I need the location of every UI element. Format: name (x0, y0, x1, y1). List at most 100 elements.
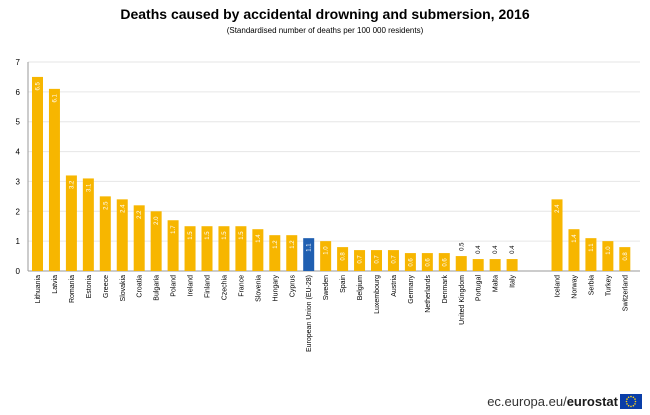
category-label: France (238, 275, 245, 297)
bar (150, 211, 162, 271)
value-label: 0.8 (623, 252, 629, 261)
value-label: 0.6 (408, 258, 414, 267)
bar (286, 235, 298, 271)
category-label: Lithuania (35, 275, 42, 304)
value-label: 1.5 (188, 231, 194, 240)
category-label: Norway (571, 275, 578, 299)
bar (65, 175, 77, 271)
y-tick-label: 3 (16, 177, 21, 186)
value-label: 0.5 (459, 242, 465, 251)
bar (506, 259, 518, 271)
category-label: Cyprus (289, 275, 296, 298)
category-label: Slovakia (120, 275, 127, 302)
bar (568, 229, 580, 271)
y-tick-label: 0 (16, 267, 21, 276)
category-label: Switzerland (622, 275, 629, 311)
bar (602, 241, 614, 271)
category-label: Romania (69, 275, 76, 303)
bar (116, 199, 128, 271)
category-label: European Union (EU-28) (306, 275, 313, 352)
category-label: Spain (340, 275, 347, 293)
value-label: 1.4 (572, 234, 578, 243)
bar (184, 226, 196, 271)
category-label: Italy (510, 275, 517, 288)
value-label: 0.4 (476, 245, 482, 254)
value-label: 3.2 (69, 180, 75, 189)
source-brand: eurostat (566, 393, 618, 409)
y-tick-label: 6 (16, 88, 21, 97)
bar (472, 259, 484, 271)
bar (218, 226, 230, 271)
value-label: 2.4 (555, 204, 561, 213)
value-label: 0.4 (493, 245, 499, 254)
bar (455, 256, 467, 271)
bar (551, 199, 563, 271)
category-label: Czechia (221, 275, 228, 300)
bar (82, 178, 94, 271)
value-label: 1.0 (606, 246, 612, 255)
category-label: Malta (493, 275, 500, 292)
bar (337, 247, 349, 271)
value-label: 1.2 (273, 240, 279, 249)
bar (619, 247, 631, 271)
bar (269, 235, 281, 271)
category-label: Ireland (188, 275, 195, 297)
value-label: 1.5 (239, 231, 245, 240)
bar (387, 250, 399, 271)
chart-title: Deaths caused by accidental drowning and… (120, 6, 530, 22)
bar (585, 238, 597, 271)
category-label: Turkey (605, 275, 612, 297)
y-tick-label: 4 (16, 148, 21, 157)
eu-flag-icon (620, 393, 642, 409)
category-label: Poland (171, 275, 178, 297)
category-label: Netherlands (425, 275, 432, 313)
bar (303, 238, 315, 271)
value-label: 0.7 (391, 255, 397, 264)
bar (235, 226, 247, 271)
bar (32, 76, 43, 271)
bar (421, 253, 433, 271)
value-label: 0.8 (341, 252, 347, 261)
source-prefix: ec.europa.eu/ (487, 393, 567, 409)
value-label: 1.4 (256, 234, 262, 243)
category-label: Iceland (555, 275, 562, 298)
category-label: Austria (391, 275, 398, 297)
value-label: 1.1 (589, 243, 595, 252)
value-label: 1.0 (324, 246, 330, 255)
category-label: Finland (205, 275, 212, 298)
bar (201, 226, 213, 271)
category-label: United Kingdom (459, 275, 466, 325)
value-label: 6.5 (36, 81, 42, 90)
bar (252, 229, 264, 271)
value-label: 0.4 (510, 245, 516, 254)
y-tick-label: 1 (16, 237, 21, 246)
value-label: 2.2 (137, 210, 143, 219)
value-label: 0.7 (375, 255, 381, 264)
value-label: 1.5 (222, 231, 228, 240)
y-tick-label: 5 (16, 118, 21, 127)
value-label: 1.2 (290, 240, 296, 249)
value-label: 2.4 (120, 204, 126, 213)
bar (489, 259, 501, 271)
category-label: Portugal (476, 275, 483, 302)
bar (99, 196, 111, 271)
category-label: Belgium (357, 275, 364, 300)
category-label: Serbia (588, 275, 595, 295)
category-label: Greece (103, 275, 110, 298)
chart-subtitle: (Standardised number of deaths per 100 0… (226, 26, 424, 35)
value-label: 1.7 (171, 225, 177, 234)
y-tick-label: 7 (16, 58, 21, 67)
category-label: Sweden (323, 275, 330, 300)
bar (354, 250, 366, 271)
value-label: 0.6 (425, 258, 431, 267)
bar (320, 241, 332, 271)
source-footer[interactable]: ec.europa.eu/ eurostat (487, 393, 642, 409)
bar (133, 205, 145, 271)
value-label: 0.6 (442, 258, 448, 267)
value-label: 0.7 (358, 255, 364, 264)
bar (48, 88, 60, 271)
value-label: 2.0 (154, 216, 160, 225)
bar (371, 250, 382, 271)
value-label: 1.5 (205, 231, 211, 240)
